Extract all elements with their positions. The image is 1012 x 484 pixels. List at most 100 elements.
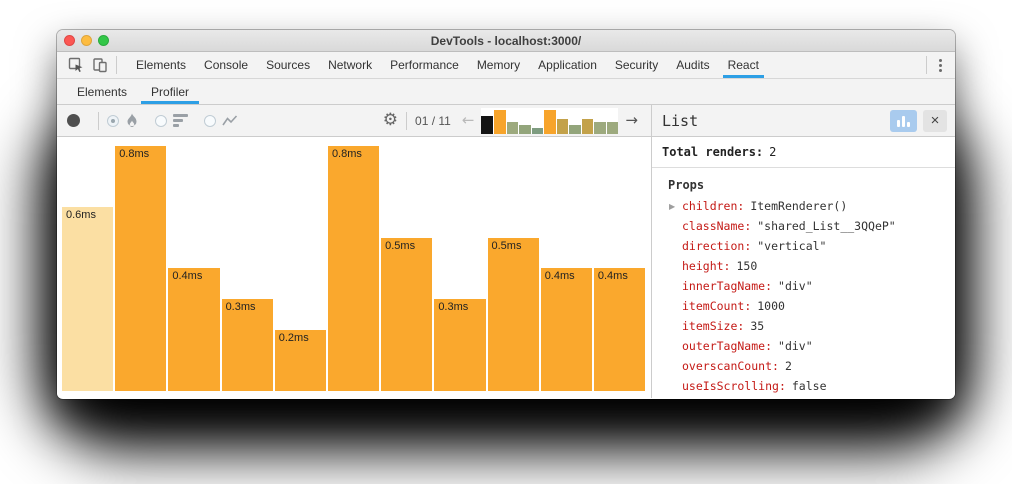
close-panel-button[interactable]: × bbox=[923, 109, 947, 132]
minichart-commit-1-selected[interactable] bbox=[481, 115, 493, 134]
prop-value: "vertical" bbox=[757, 239, 827, 253]
props-title: Props bbox=[668, 178, 705, 192]
commit-bar-5[interactable]: 0.2ms bbox=[274, 330, 326, 391]
prop-value: 35 bbox=[750, 319, 765, 333]
settings-gear-icon[interactable]: ⚙ bbox=[382, 110, 399, 130]
commit-bar-10[interactable]: 0.4ms bbox=[540, 268, 592, 391]
prop-row-children[interactable]: ▶ children: ItemRenderer() bbox=[669, 199, 848, 213]
flamegraph-chart: 0.6ms 0.8ms 0.4ms 0.3ms 0.2ms 0.8ms 0.5ms 0.3ms… bbox=[57, 137, 652, 398]
prop-value: "div" bbox=[778, 339, 813, 353]
commit-navigator: ⚙ 01 / 11 ← → bbox=[382, 107, 641, 134]
close-window-button[interactable] bbox=[64, 35, 75, 46]
prop-row-itemSize: itemSize:35 bbox=[682, 319, 765, 333]
react-subtabbar: Elements Profiler bbox=[57, 79, 955, 105]
selected-component-name: List bbox=[662, 111, 699, 130]
devtools-tabbar: Elements Console Sources Network Performance… bbox=[57, 52, 955, 79]
commit-bar-label: 0.2ms bbox=[278, 332, 309, 344]
subtab-elements[interactable]: Elements bbox=[77, 84, 128, 99]
minichart-commit-2[interactable] bbox=[493, 109, 506, 134]
commit-bar-label: 0.6ms bbox=[66, 209, 96, 221]
tab-security[interactable]: Security bbox=[614, 58, 659, 72]
tab-performance[interactable]: Performance bbox=[390, 58, 459, 72]
minichart-commit-8[interactable] bbox=[569, 124, 581, 134]
prop-key: outerTagName bbox=[682, 339, 766, 353]
prop-key: overscanCount bbox=[682, 359, 773, 373]
prop-value: 1000 bbox=[757, 299, 785, 313]
expand-triangle-icon[interactable]: ▶ bbox=[669, 202, 676, 211]
tab-elements[interactable]: Elements bbox=[136, 58, 187, 72]
side-panel-body: Total renders: 2 Props ▶ children: ItemRen… bbox=[652, 137, 955, 398]
commit-bar-9[interactable]: 0.5ms bbox=[487, 238, 539, 391]
minichart-commit-7[interactable] bbox=[556, 118, 569, 134]
total-renders-row: Total renders: 2 bbox=[652, 137, 955, 168]
record-button[interactable] bbox=[67, 114, 80, 127]
commit-bar-label: 0.3ms bbox=[438, 301, 469, 313]
subtab-profiler[interactable]: Profiler bbox=[139, 79, 201, 104]
prop-key: innerTagName bbox=[682, 279, 766, 293]
tab-memory[interactable]: Memory bbox=[476, 58, 521, 72]
minichart-commit-6[interactable] bbox=[544, 109, 556, 134]
tab-network[interactable]: Network bbox=[328, 58, 373, 72]
ranked-radio[interactable] bbox=[155, 114, 167, 127]
prop-key: height bbox=[682, 259, 724, 273]
prop-key: useIsScrolling bbox=[682, 379, 779, 393]
prop-key: children bbox=[682, 199, 738, 213]
traffic-lights bbox=[64, 35, 109, 46]
prop-value: ItemRenderer() bbox=[750, 199, 848, 213]
mode-interactions[interactable] bbox=[204, 114, 238, 128]
toolbar-divider bbox=[116, 56, 117, 74]
prop-value: false bbox=[791, 379, 827, 393]
minichart-commit-4[interactable] bbox=[519, 124, 531, 134]
prop-value: 150 bbox=[736, 259, 758, 273]
prop-key: direction bbox=[682, 239, 745, 253]
commit-bar-2[interactable]: 0.8ms bbox=[115, 146, 167, 391]
minimize-window-button[interactable] bbox=[81, 35, 92, 46]
panel-header-buttons: × bbox=[890, 109, 947, 132]
flamegraph-radio[interactable] bbox=[107, 114, 119, 127]
minichart-commit-10[interactable] bbox=[594, 121, 606, 134]
mode-ranked[interactable] bbox=[155, 114, 188, 127]
flame-icon bbox=[125, 113, 139, 128]
prev-commit-button[interactable]: ← bbox=[461, 111, 475, 129]
commit-bar-8[interactable]: 0.3ms bbox=[434, 299, 486, 391]
prop-row-outerTagName: outerTagName: "div" bbox=[682, 339, 813, 353]
commit-bar-3[interactable]: 0.4ms bbox=[168, 268, 220, 391]
commit-bar-4[interactable]: 0.3ms bbox=[221, 299, 273, 391]
next-commit-button[interactable]: → bbox=[625, 111, 638, 129]
tab-audits[interactable]: Audits bbox=[676, 58, 710, 72]
minichart-commit-11[interactable] bbox=[606, 121, 619, 134]
inspect-element-icon[interactable] bbox=[68, 57, 84, 73]
commit-minichart bbox=[481, 107, 619, 134]
commit-bar-6[interactable]: 0.8ms bbox=[327, 146, 380, 391]
total-renders-value: 2 bbox=[769, 145, 777, 159]
view-chart-button[interactable] bbox=[890, 109, 917, 132]
mode-flamegraph[interactable] bbox=[107, 113, 139, 128]
commit-bar-11[interactable]: 0.4ms bbox=[593, 268, 646, 391]
minichart-commit-3[interactable] bbox=[506, 121, 519, 134]
minichart-commit-5[interactable] bbox=[531, 127, 544, 134]
tab-application[interactable]: Application bbox=[538, 58, 597, 72]
commit-bar-label: 0.5ms bbox=[491, 240, 522, 252]
commit-bars: 0.6ms 0.8ms 0.4ms 0.3ms 0.2ms 0.8ms 0.5ms 0.3ms… bbox=[62, 146, 646, 391]
tab-console[interactable]: Console bbox=[204, 58, 249, 72]
tab-react[interactable]: React bbox=[719, 52, 768, 78]
commit-bar-label: 0.5ms bbox=[385, 240, 416, 252]
titlebar[interactable]: DevTools - localhost:3000/ bbox=[57, 30, 955, 52]
zoom-window-button[interactable] bbox=[98, 35, 109, 46]
devtools-window: DevTools - localhost:3000/ bbox=[57, 30, 955, 399]
commit-bar-1-selected[interactable]: 0.6ms bbox=[62, 207, 114, 391]
commit-bar-7[interactable]: 0.5ms bbox=[381, 238, 433, 391]
tab-sources[interactable]: Sources bbox=[266, 58, 311, 72]
device-toolbar-icon[interactable] bbox=[92, 57, 108, 73]
interactions-radio[interactable] bbox=[204, 114, 216, 127]
commit-bar-label: 0.8ms bbox=[331, 148, 362, 160]
prop-value: "div" bbox=[778, 279, 813, 293]
prop-value: 2 bbox=[784, 359, 792, 373]
prop-key: itemCount bbox=[682, 299, 745, 313]
prop-row-innerTagName: innerTagName: "div" bbox=[682, 279, 813, 293]
more-options-icon[interactable] bbox=[935, 57, 946, 74]
minichart-commit-9[interactable] bbox=[581, 118, 594, 134]
prop-row-width: width:300 bbox=[652, 396, 955, 398]
tabbar-right bbox=[926, 56, 955, 74]
